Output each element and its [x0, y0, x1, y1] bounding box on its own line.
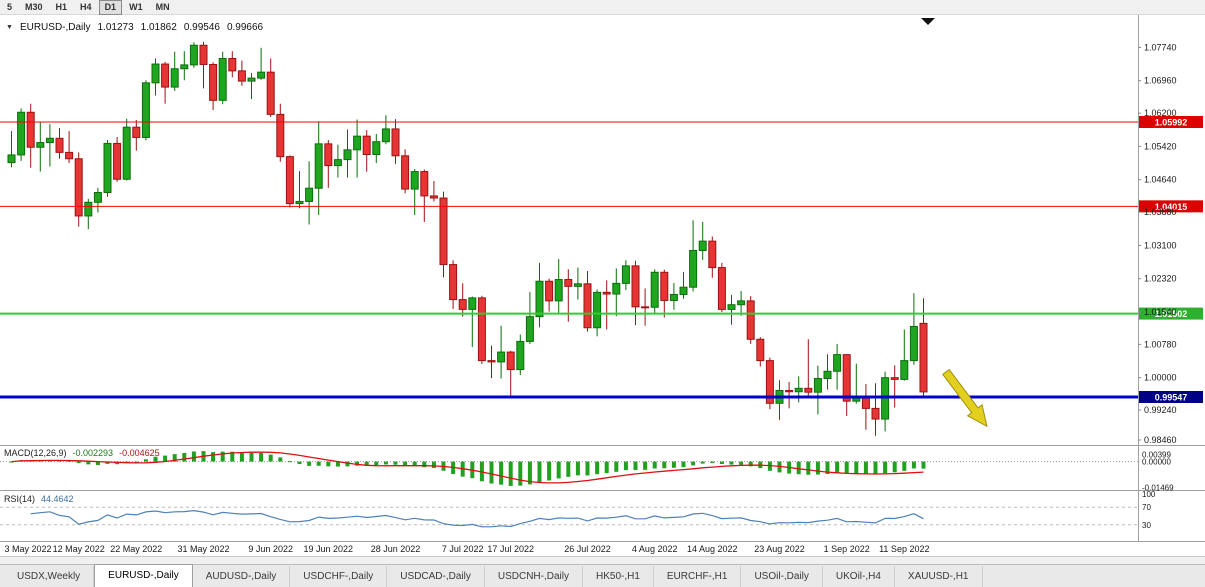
- ohlc-high-value: 1.01862: [140, 22, 177, 33]
- date-axis-label: 3 May 2022: [4, 544, 51, 554]
- price-axis-tick: 1.03880: [1144, 207, 1177, 217]
- date-axis-label: 11 Sep 2022: [879, 544, 929, 554]
- price-axis-tick: 0.98460: [1144, 435, 1177, 445]
- price-axis-tick: 1.07740: [1144, 42, 1177, 52]
- tab-usdcad-daily[interactable]: USDCAD-,Daily: [387, 566, 485, 587]
- date-axis-label: 7 Jul 2022: [442, 544, 484, 554]
- svg-text:1.01502: 1.01502: [1155, 309, 1188, 319]
- tab-ukoil-h4[interactable]: UKOil-,H4: [823, 566, 895, 587]
- tab-xauusd-h1[interactable]: XAUUSD-,H1: [895, 566, 983, 587]
- chart-symbol-label: EURUSD-,Daily: [19, 22, 91, 33]
- price-axis-tick: 1.00000: [1144, 373, 1177, 383]
- price-axis-tick: 1.06960: [1144, 76, 1177, 86]
- price-axis-tick: 1.01540: [1144, 307, 1177, 317]
- price-level-label: [1139, 200, 1203, 213]
- down-arrow-annotation-icon[interactable]: [939, 367, 994, 432]
- chart-shift-marker-icon[interactable]: [921, 18, 935, 25]
- tab-usdcnh-daily[interactable]: USDCNH-,Daily: [485, 566, 583, 587]
- date-axis-label: 26 Jul 2022: [564, 544, 611, 554]
- price-axis-tick: 1.06200: [1144, 108, 1177, 118]
- price-axis-tick: 1.04640: [1144, 175, 1177, 185]
- price-axis-tick: 1.05420: [1144, 141, 1177, 151]
- rsi-value: 44.4642: [41, 494, 74, 504]
- macd-axis-label: 0.00399: [1142, 451, 1171, 460]
- date-axis-label: 28 Jun 2022: [371, 544, 421, 554]
- timeframe-button-5[interactable]: 5: [7, 1, 13, 12]
- timeframe-button-h1[interactable]: H1: [55, 1, 68, 12]
- rsi-name: RSI(14): [4, 494, 36, 504]
- tab-eurusd-daily[interactable]: EURUSD-,Daily: [94, 564, 193, 587]
- timeframe-toolbar: 5 M30 H1 H4 D1 W1 MN: [0, 0, 1205, 15]
- macd-signal-value: -0.004625: [119, 448, 160, 458]
- rsi-indicator-label: RSI(14) 44.4642: [4, 494, 74, 504]
- tab-hk50-h1[interactable]: HK50-,H1: [583, 566, 654, 587]
- chart-header: ▼ EURUSD-,Daily 1.01273 1.01862 0.99546 …: [6, 22, 263, 33]
- price-level-label: [1139, 391, 1203, 403]
- price-level-label: [1139, 307, 1203, 320]
- timeframe-button-m30[interactable]: M30: [25, 1, 43, 12]
- svg-text:0.99547: 0.99547: [1155, 393, 1188, 403]
- macd-axis-label: 0.00000: [1142, 458, 1171, 467]
- timeframe-button-mn[interactable]: MN: [155, 1, 170, 12]
- window-gap-strip: [0, 557, 1205, 564]
- ohlc-low-value: 0.99546: [183, 22, 220, 33]
- tab-usdx-weekly[interactable]: USDX,Weekly: [4, 566, 95, 587]
- rsi-axis-label: 100: [1142, 490, 1156, 499]
- date-axis-label: 22 May 2022: [110, 544, 162, 554]
- rsi-axis-label: 30: [1142, 521, 1151, 530]
- date-axis-label: 1 Sep 2022: [824, 544, 870, 554]
- chart-window: 1.05992 1.04015 1.01502 0.99547 1.07740 1.069…: [0, 15, 1205, 557]
- date-axis-label: 23 Aug 2022: [754, 544, 805, 554]
- tab-usoil-daily[interactable]: USOil-,Daily: [741, 566, 823, 587]
- svg-text:1.04015: 1.04015: [1155, 202, 1188, 212]
- tab-audusd-daily[interactable]: AUDUSD-,Daily: [193, 566, 291, 587]
- date-axis-label: 17 Jul 2022: [487, 544, 534, 554]
- timeframe-button-h4[interactable]: H4: [80, 1, 92, 12]
- timeframe-button-d1[interactable]: D1: [98, 0, 123, 15]
- svg-text:1.05992: 1.05992: [1155, 117, 1188, 127]
- macd-axis-label: -0.01469: [1142, 483, 1174, 492]
- ohlc-open-value: 1.01273: [97, 22, 134, 33]
- candlesticks: [7, 41, 928, 436]
- ohlc-close-value: 0.99666: [226, 22, 264, 33]
- tab-usdchf-daily[interactable]: USDCHF-,Daily: [290, 566, 388, 587]
- price-axis-tick: 1.02320: [1144, 274, 1177, 284]
- price-axis-tick: 1.03100: [1144, 240, 1177, 250]
- timeframe-button-w1[interactable]: W1: [129, 1, 143, 12]
- rsi-axis-label: 70: [1142, 503, 1151, 512]
- rsi-panel: 100 70 30: [0, 490, 1156, 530]
- date-axis-label: 4 Aug 2022: [632, 544, 678, 554]
- date-axis-label: 31 May 2022: [177, 544, 229, 554]
- date-axis-label: 9 Jun 2022: [248, 544, 293, 554]
- price-axis-tick: 0.99240: [1144, 405, 1177, 415]
- macd-indicator-label: MACD(12,26,9) -0.002293 -0.004625: [4, 448, 160, 458]
- price-level-label: [1139, 115, 1203, 128]
- date-axis-label: 14 Aug 2022: [687, 544, 738, 554]
- macd-name: MACD(12,26,9): [4, 448, 67, 458]
- price-axis-tick: 1.00780: [1144, 339, 1177, 349]
- chart-tab-bar: USDX,Weekly EURUSD-,Daily AUDUSD-,Daily USD…: [0, 564, 1205, 587]
- chart-canvas[interactable]: 1.05992 1.04015 1.01502 0.99547 1.07740 1.069…: [0, 15, 1205, 557]
- macd-main-value: -0.002293: [72, 448, 114, 458]
- chart-dropdown-icon[interactable]: ▼: [6, 24, 13, 31]
- date-axis-label: 19 Jun 2022: [304, 544, 354, 554]
- tab-eurchf-h1[interactable]: EURCHF-,H1: [654, 566, 742, 587]
- date-axis-label: 12 May 2022: [53, 544, 105, 554]
